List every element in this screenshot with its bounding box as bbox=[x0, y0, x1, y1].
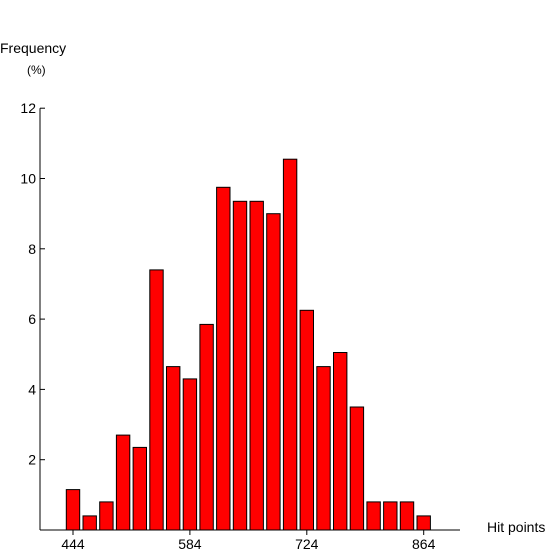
y-tick-label: 12 bbox=[20, 100, 36, 116]
histogram-bar bbox=[249, 200, 264, 531]
histogram-bar bbox=[399, 501, 415, 531]
histogram-bar bbox=[65, 489, 81, 531]
histogram-bar bbox=[216, 186, 231, 531]
histogram-bar bbox=[299, 309, 315, 531]
y-axis-label: Frequency bbox=[0, 40, 67, 56]
histogram-bar bbox=[182, 378, 198, 531]
y-tick-label: 6 bbox=[28, 311, 36, 327]
histogram-bar bbox=[199, 323, 214, 531]
histogram-bar bbox=[115, 434, 131, 531]
bars-group bbox=[65, 158, 431, 531]
y-tick-label: 8 bbox=[28, 241, 36, 257]
histogram-bar bbox=[99, 501, 114, 531]
x-axis-label: Hit points bbox=[487, 519, 546, 535]
y-axis-unit-label: (%) bbox=[27, 63, 46, 77]
x-tick-label: 444 bbox=[61, 536, 85, 552]
x-ticks-group: 444 584 724 864 bbox=[61, 530, 436, 552]
histogram-bar bbox=[416, 515, 431, 531]
x-tick-label: 584 bbox=[178, 536, 202, 552]
y-tick-label: 4 bbox=[28, 381, 36, 397]
histogram-bar bbox=[132, 446, 148, 531]
histogram-bar bbox=[266, 213, 281, 531]
y-tick-label: 2 bbox=[28, 452, 36, 468]
histogram-bar bbox=[282, 158, 298, 531]
x-tick-label: 724 bbox=[295, 536, 319, 552]
y-ticks-group: 2 4 6 8 10 12 bbox=[20, 100, 45, 468]
histogram-bar bbox=[383, 501, 398, 531]
x-tick-label: 864 bbox=[412, 536, 436, 552]
histogram-bar bbox=[149, 269, 164, 531]
histogram-bar bbox=[333, 352, 348, 531]
histogram-bar bbox=[232, 200, 248, 531]
y-tick-label: 10 bbox=[20, 171, 36, 187]
histogram-bar bbox=[316, 366, 331, 531]
histogram-bar bbox=[349, 406, 365, 531]
histogram-bar bbox=[166, 366, 181, 531]
histogram-bar bbox=[366, 501, 381, 531]
histogram-bar bbox=[82, 515, 97, 531]
